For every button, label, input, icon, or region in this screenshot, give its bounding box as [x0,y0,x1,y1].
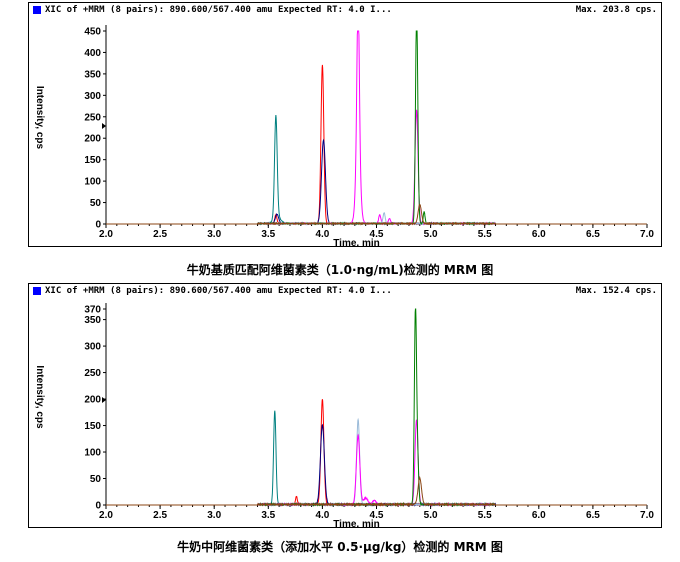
x-tick-label: 2.5 [153,510,167,521]
axis-marker-icon [102,123,106,129]
y-tick-label: 300 [84,342,101,353]
y-tick-label: 370 [84,305,101,316]
y-tick-label: 50 [90,474,102,485]
series-line [106,138,647,226]
x-tick-label: 4.0 [315,229,329,240]
x-tick-label: 7.0 [640,510,654,521]
y-axis-label: Intensity, cps [34,86,45,150]
x-tick-label: 2.5 [153,229,167,240]
series-line [106,64,647,226]
y-tick-label: 400 [84,48,101,59]
trace-color-swatch-icon [33,287,41,295]
x-tick-label: 6.5 [586,510,600,521]
x-tick-label: 4.5 [370,510,384,521]
x-tick-label: 5.0 [424,510,438,521]
panel-header-right: Max. 203.8 cps. [575,5,657,15]
x-tick-label: 3.0 [207,510,221,521]
series-line [106,115,647,226]
chromatogram-panel-bottom: XIC of +MRM (8 pairs): 890.600/567.400 a… [28,283,662,528]
x-tick-label: 5.0 [424,229,438,240]
y-tick-label: 450 [84,27,101,38]
y-tick-label: 0 [95,220,101,231]
series-line [106,204,647,226]
series-line [106,475,647,507]
x-tick-label: 5.5 [478,229,492,240]
series-line [106,423,647,507]
panel-header-right: Max. 152.4 cps. [575,286,657,296]
x-axis-label: Time, min [333,238,380,246]
y-tick-label: 300 [84,91,101,102]
y-tick-label: 350 [84,69,101,80]
series-line [106,30,647,226]
figure-caption: 牛奶基质匹配阿维菌素类（1.0·ng/mL)检测的 MRM 图 [186,263,494,277]
x-axis-label: Time, min [333,519,380,527]
figure-caption: 牛奶中阿维菌素类（添加水平 0.5·μg/kg）检测的 MRM 图 [177,540,503,554]
series-line [106,410,647,507]
series-line [106,399,647,507]
x-tick-label: 2.0 [99,510,113,521]
panel-header: XIC of +MRM (8 pairs): 890.600/567.400 a… [29,284,661,298]
panel-header-left: XIC of +MRM (8 pairs): 890.600/567.400 a… [45,286,392,296]
series-line [106,417,647,507]
y-tick-label: 200 [84,395,101,406]
x-tick-label: 6.5 [586,229,600,240]
y-tick-label: 200 [84,134,101,145]
y-tick-label: 250 [84,112,101,123]
y-tick-label: 0 [95,501,101,512]
axis-marker-icon [102,397,106,403]
chromatogram-plot: 0 50 100 150 200 250 300 350 400 450 2.0 2.5 3.0 3.5 4… [34,25,654,246]
x-tick-label: 4.5 [370,229,384,240]
series-line [106,419,647,507]
y-tick-label: 100 [84,177,101,188]
x-tick-label: 3.0 [207,229,221,240]
y-tick-label: 50 [90,198,102,209]
y-tick-label: 100 [84,448,101,459]
x-tick-label: 3.5 [261,510,275,521]
panel-header: XIC of +MRM (8 pairs): 890.600/567.400 a… [29,3,661,17]
y-tick-label: 250 [84,368,101,379]
y-tick-label: 350 [84,315,101,326]
panel-header-left: XIC of +MRM (8 pairs): 890.600/567.400 a… [45,5,392,15]
y-tick-label: 150 [84,421,101,432]
series-line [106,308,647,507]
y-tick-label: 150 [84,155,101,166]
x-tick-label: 7.0 [640,229,654,240]
x-tick-label: 6.0 [532,510,546,521]
y-axis-label: Intensity, cps [34,365,45,429]
series-line [106,212,647,226]
x-tick-label: 3.5 [261,229,275,240]
x-tick-label: 6.0 [532,229,546,240]
x-tick-label: 4.0 [315,510,329,521]
chromatogram-panel-top: XIC of +MRM (8 pairs): 890.600/567.400 a… [28,2,662,247]
x-tick-label: 5.5 [478,510,492,521]
x-tick-label: 2.0 [99,229,113,240]
trace-color-swatch-icon [33,6,41,14]
series-line [106,30,647,226]
